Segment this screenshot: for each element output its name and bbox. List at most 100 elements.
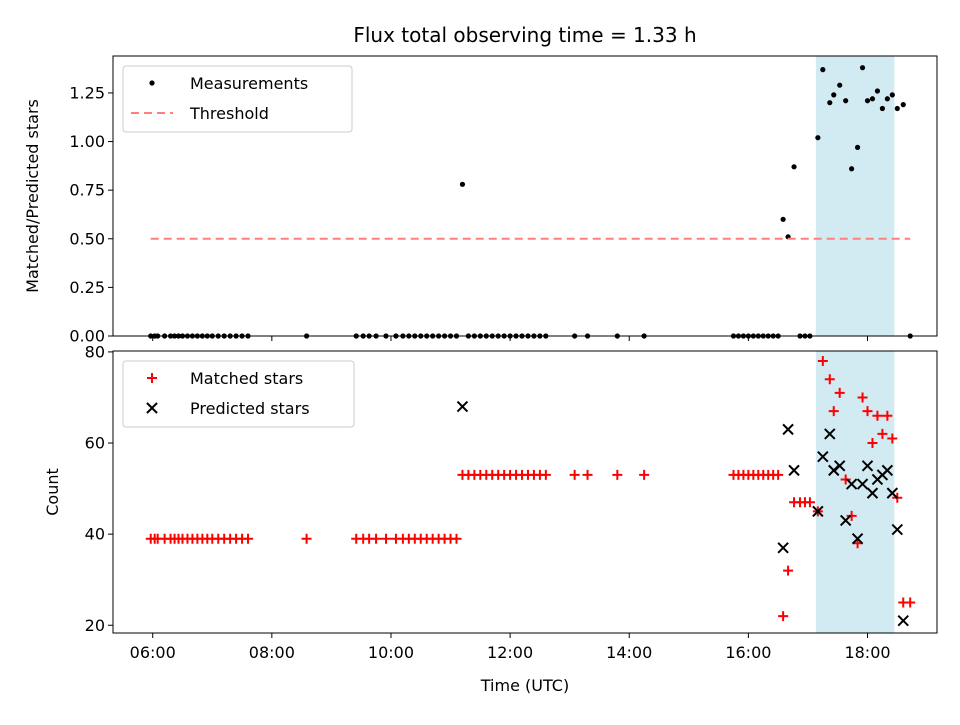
y-tick-label: 80	[85, 342, 105, 361]
legend-label: Measurements	[190, 74, 308, 93]
measurement-point	[854, 144, 861, 150]
measurement-point	[889, 92, 895, 98]
matched-star-point	[569, 469, 580, 480]
matched-star-point	[783, 565, 794, 576]
matched-star-point	[778, 611, 789, 622]
matched-star-point	[582, 469, 593, 480]
matched-star-point	[371, 533, 382, 544]
highlight-band	[815, 56, 895, 336]
measurement-point	[791, 164, 797, 170]
x-tick-label: 12:00	[487, 643, 533, 662]
legend-plus-swatch	[147, 373, 157, 383]
measurement-point	[459, 181, 466, 187]
predicted-star-point	[881, 464, 894, 477]
matched-star-point	[867, 438, 878, 449]
legend-box	[122, 360, 355, 428]
x-axis-title: Time (UTC)	[480, 676, 569, 695]
predicted-star-point	[788, 464, 800, 477]
y-tick-label: 0.25	[69, 278, 105, 297]
y-tick-label: 1.00	[69, 132, 105, 151]
y-tick-label: 1.25	[69, 83, 105, 102]
predicted-star-point	[817, 450, 829, 463]
measurement-point	[820, 67, 826, 73]
measurement-point	[849, 166, 855, 172]
matched-star-point	[804, 497, 815, 508]
x-tick-label: 18:00	[844, 643, 890, 662]
matched-star-point	[612, 469, 623, 480]
matched-star-point	[887, 433, 898, 444]
count-axis-title: Count	[43, 468, 62, 516]
predicted-star-point	[777, 542, 789, 554]
x-tick-label: 14:00	[606, 643, 652, 662]
series-matched-stars	[145, 356, 916, 622]
matched-star-point	[834, 387, 845, 398]
plot-frame	[112, 350, 938, 634]
matched-star-point	[846, 510, 857, 521]
predicted-star-point	[834, 460, 846, 472]
matched-star-point	[862, 406, 873, 417]
predicted-star-point	[845, 478, 858, 490]
matched-star-point	[243, 533, 254, 544]
x-tick-label: 16:00	[725, 643, 771, 662]
matched-star-point	[840, 474, 851, 485]
measurement-point	[859, 65, 866, 71]
measurement-point	[900, 102, 906, 108]
matched-star-point	[639, 469, 650, 480]
measurement-point	[869, 96, 876, 102]
predicted-star-point	[782, 423, 794, 436]
matched-star-point	[882, 410, 893, 421]
x-tick-label: 10:00	[368, 643, 414, 662]
matched-star-point	[872, 410, 883, 421]
count-panel: 20 40 60 80 06:00 08:00 10:00 12:00 14:00 16:00 18…	[43, 342, 938, 662]
chart-title: Flux total observing time = 1.33 h	[353, 23, 696, 47]
measurement-point	[864, 98, 871, 104]
predicted-star-point	[856, 478, 869, 490]
matched-star-point	[301, 533, 312, 544]
series-predicted-stars	[456, 400, 909, 627]
matched-star-point	[773, 469, 784, 480]
measurement-point	[894, 105, 900, 112]
y-tick-label: 60	[85, 434, 105, 453]
y-tick-label: 0.50	[69, 229, 105, 248]
measurement-point	[780, 216, 786, 222]
matched-star-point	[540, 469, 551, 480]
matched-star-point	[451, 533, 462, 544]
legend-label: Predicted stars	[190, 399, 310, 418]
measurement-point	[831, 92, 837, 98]
matched-star-point	[877, 428, 888, 439]
predicted-star-point	[866, 487, 879, 499]
y-tick-label: 0.00	[69, 327, 105, 346]
predicted-star-point	[812, 505, 824, 518]
predicted-star-point	[839, 514, 852, 527]
matched-star-point	[828, 406, 839, 417]
measurement-point	[874, 88, 881, 94]
series-layer	[145, 356, 916, 627]
legend-x-swatch	[146, 402, 158, 414]
matched-star-point	[857, 392, 868, 403]
y-tick-label: 40	[85, 525, 105, 544]
predicted-star-point	[824, 428, 836, 440]
legend-label: Threshold	[189, 104, 269, 123]
measurement-point	[879, 105, 885, 112]
predicted-star-point	[456, 400, 469, 413]
ratio-axis-title: Matched/Predicted stars	[23, 99, 42, 293]
legend-box	[122, 65, 353, 133]
measurement-point	[843, 98, 849, 104]
predicted-star-point	[897, 614, 909, 627]
predicted-star-point	[851, 532, 864, 545]
measurement-point	[884, 96, 890, 102]
matched-star-point	[905, 597, 916, 608]
measurement-point	[815, 135, 821, 141]
legend-dot-swatch	[149, 80, 155, 86]
measurement-point	[837, 82, 843, 88]
legend-label: Matched stars	[190, 369, 303, 388]
y-tick-label: 20	[85, 616, 105, 635]
matched-star-point	[381, 533, 392, 544]
ratio-panel: 0.00 0.25 0.50 0.75 1.00 1.25 Matched/Predicte…	[23, 55, 938, 346]
predicted-star-point	[891, 523, 903, 536]
predicted-star-point	[886, 487, 899, 499]
y-tick-label: 0.75	[69, 181, 105, 200]
predicted-star-point	[861, 460, 874, 472]
measurement-point	[827, 100, 833, 106]
